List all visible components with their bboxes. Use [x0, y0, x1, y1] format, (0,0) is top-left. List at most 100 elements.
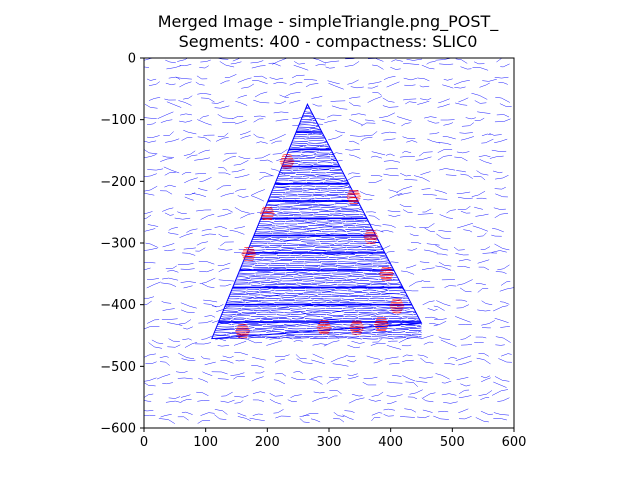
background-line [144, 296, 155, 299]
background-line [494, 118, 511, 123]
triangle-line [343, 179, 348, 182]
triangle-line [252, 329, 272, 332]
triangle-line [293, 182, 307, 184]
background-line [386, 394, 403, 397]
background-line [196, 209, 212, 212]
triangle-line [318, 290, 331, 292]
background-line [192, 192, 207, 197]
triangle-line [223, 310, 238, 312]
triangle-line [315, 157, 330, 159]
triangle-line [226, 333, 242, 335]
triangle-line [332, 311, 344, 313]
triangle-line [362, 244, 377, 247]
triangle-line [301, 118, 315, 121]
background-line [266, 340, 283, 346]
red-segment-line [281, 164, 294, 166]
background-line [327, 114, 342, 118]
triangle-line [390, 296, 406, 298]
background-line [279, 94, 289, 98]
y-tick-label: −400 [100, 298, 136, 313]
triangle-line [319, 149, 332, 152]
background-line [222, 155, 236, 162]
background-line [198, 261, 215, 265]
red-segment-1 [259, 206, 275, 221]
triangle-line [389, 264, 392, 266]
background-line [294, 61, 305, 65]
triangle-line [302, 114, 314, 116]
red-segment-10 [373, 317, 389, 332]
triangle-line [286, 333, 303, 336]
red-segment-5 [378, 267, 394, 281]
background-line [476, 357, 491, 365]
background-line [160, 190, 173, 195]
background-line [434, 318, 447, 320]
triangle-line [318, 168, 332, 170]
triangle-line [404, 310, 416, 312]
background-line [178, 352, 195, 360]
background-line [180, 394, 191, 398]
background-line [349, 154, 361, 159]
background-line [199, 177, 212, 182]
background-line [444, 363, 455, 365]
triangle-line [312, 195, 325, 197]
background-line [465, 117, 476, 120]
background-line [495, 96, 510, 103]
triangle-line [292, 169, 312, 171]
triangle-line [344, 311, 359, 313]
background-line [435, 265, 452, 271]
background-line [184, 196, 194, 201]
background-line [457, 205, 471, 210]
triangle-line [373, 307, 392, 310]
triangle-line [347, 227, 365, 229]
background-line [455, 299, 468, 302]
background-line [183, 247, 196, 250]
triangle-line [215, 329, 235, 331]
red-segment-line [242, 256, 255, 258]
triangle-line [359, 213, 365, 216]
triangle-line [287, 236, 306, 239]
triangle-line [312, 119, 317, 122]
background-line [387, 210, 401, 212]
background-line [230, 372, 245, 376]
background-line [458, 408, 469, 413]
triangle-line [341, 309, 355, 311]
background-line [379, 112, 395, 119]
background-line [414, 175, 430, 182]
triangle-line [318, 293, 332, 296]
background-line [499, 103, 512, 107]
triangle-line [230, 319, 245, 321]
background-line [144, 382, 156, 387]
plot-frame [143, 57, 515, 429]
triangle-line [389, 284, 402, 286]
triangle-line [246, 288, 260, 291]
triangle-line [326, 301, 340, 303]
background-line [457, 279, 473, 286]
triangle-line [290, 254, 302, 256]
triangle-line [299, 323, 311, 325]
background-line [455, 316, 471, 323]
background-line [478, 390, 493, 396]
background-line [165, 82, 176, 86]
triangle-line [289, 225, 308, 227]
background-line [333, 412, 345, 417]
triangle-line [302, 255, 322, 257]
background-line [144, 185, 158, 192]
triangle-line [284, 323, 299, 326]
background-line [166, 101, 182, 108]
triangle-line [322, 134, 324, 136]
triangle-line [302, 151, 317, 154]
background-line [482, 252, 497, 254]
background-line [479, 82, 490, 88]
background-line [197, 187, 208, 191]
background-line [439, 214, 453, 219]
background-line [489, 155, 504, 159]
triangle-line [334, 230, 347, 232]
background-line [385, 168, 398, 170]
triangle-line [345, 228, 363, 231]
background-line [224, 152, 237, 155]
triangle-line [284, 331, 303, 333]
triangle-line [377, 311, 394, 314]
background-line [445, 174, 457, 176]
background-line [496, 58, 504, 63]
background-line [383, 138, 396, 141]
